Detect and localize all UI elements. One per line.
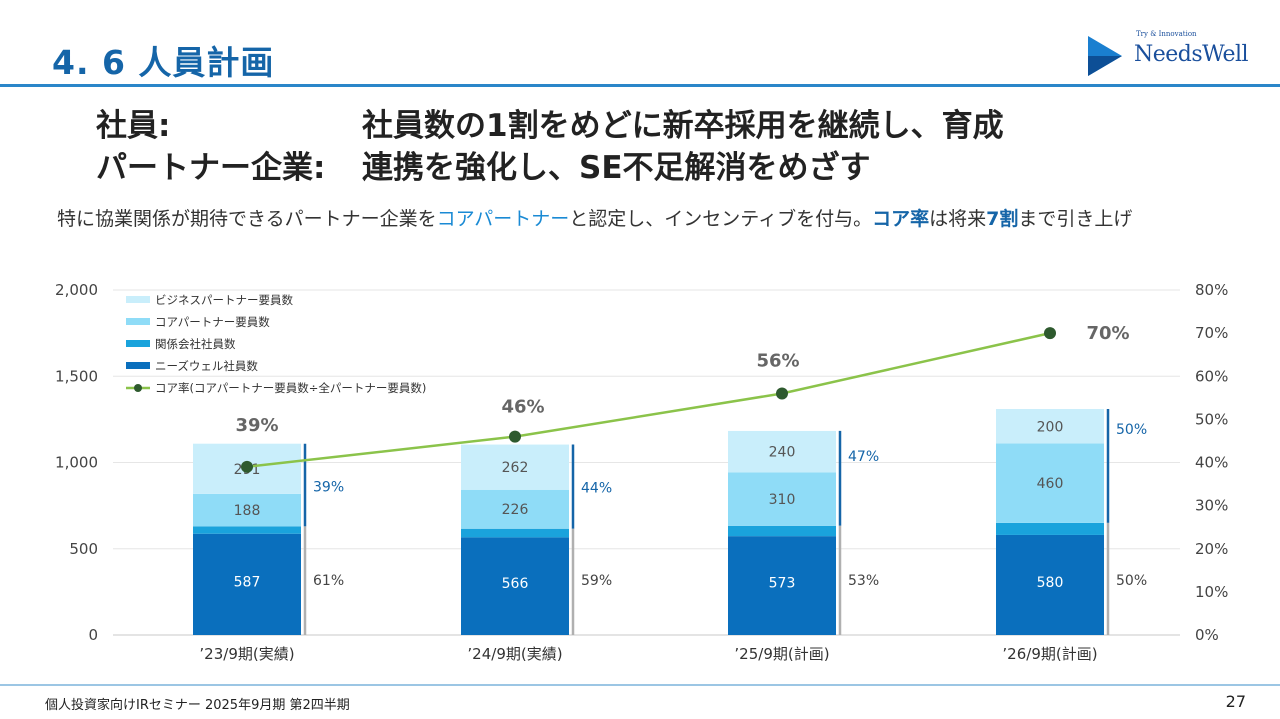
y-left-tick-label: 0: [88, 626, 98, 644]
subtitle-accent: 7割: [986, 208, 1019, 230]
bar-affiliate-employees: [193, 526, 301, 534]
bar-business-partners: [461, 444, 569, 490]
headline-label: パートナー企業:: [96, 150, 326, 186]
logo-triangle-icon: [1088, 36, 1122, 76]
bar-value-label: 200: [1037, 419, 1064, 435]
subtitle: 特に協業関係が期待できるパートナー企業をコアパートナーと認定し、インセンティブを…: [57, 204, 1132, 231]
core-rate-line: [246, 331, 1051, 469]
legend-swatch: [126, 362, 150, 369]
y-right-tick-label: 70%: [1195, 324, 1228, 342]
y-left-tick-label: 2,000: [55, 281, 98, 299]
bar-core-partners: [193, 493, 301, 527]
bar-needswell-employees: [996, 534, 1104, 635]
bar-affiliate-employees: [728, 525, 836, 537]
legend-swatch: [126, 318, 150, 325]
y-right-tick-label: 30%: [1195, 497, 1228, 515]
subtitle-accent: コアパートナー: [436, 208, 570, 230]
subtitle-accent: コア率: [872, 208, 930, 230]
bar-business-partners: [728, 430, 836, 473]
core-rate-label: 70%: [1086, 323, 1129, 344]
y-right-tick-label: 60%: [1195, 367, 1228, 385]
bar-affiliate-employees: [996, 522, 1104, 535]
subtitle-text: まで引き上げ: [1018, 208, 1133, 230]
legend-label: 関係会社社員数: [155, 337, 236, 351]
page-title: 4. 6 人員計画: [52, 43, 275, 82]
y-right-tick-label: 10%: [1195, 583, 1228, 601]
headline-label: 社員:: [96, 108, 171, 144]
legend-marker: [134, 384, 142, 392]
legend-label: ビジネスパートナー要員数: [155, 293, 293, 307]
core-rate-point: [776, 387, 788, 400]
bar-value-label: 310: [769, 492, 796, 508]
bar-value-label: 460: [1037, 476, 1064, 492]
employee-share-label: 59%: [581, 573, 612, 589]
core-rate-label: 46%: [501, 397, 544, 418]
bar-value-label: 240: [769, 445, 796, 461]
y-left-tick-label: 1,500: [55, 367, 98, 385]
title-rule: [0, 84, 1280, 87]
legend-label: コア率(コアパートナー要員数÷全パートナー要員数): [155, 381, 426, 395]
core-rate-point: [509, 430, 521, 443]
x-tick-label: ’24/9期(実績): [467, 645, 562, 663]
partner-share-label: 44%: [581, 481, 612, 497]
bar-core-partners: [996, 443, 1104, 523]
subtitle-text: 特に協業関係が期待できるパートナー企業を: [57, 208, 437, 230]
partner-share-label: 50%: [1116, 422, 1147, 438]
y-right-tick-label: 80%: [1195, 281, 1228, 299]
bar-value-label: 188: [234, 503, 261, 519]
bar-affiliate-employees: [461, 528, 569, 538]
legend-label: ニーズウェル社員数: [155, 359, 258, 373]
headline-row-employees: 社員: 社員数の1割をめどに新卒採用を継続し、育成: [96, 100, 1004, 145]
y-left-tick-label: 500: [69, 540, 98, 558]
bar-needswell-employees: [461, 537, 569, 635]
partner-share-label: 47%: [848, 449, 879, 465]
bar-business-partners: [996, 409, 1104, 444]
company-logo: Try & Innovation NeedsWell: [1086, 30, 1256, 78]
bar-value-label: 262: [502, 460, 529, 476]
employee-share-label: 61%: [313, 573, 344, 589]
logo-tagline: Try & Innovation: [1136, 30, 1197, 38]
bar-value-label: 226: [502, 502, 529, 518]
legend-label: コアパートナー要員数: [155, 315, 270, 329]
logo-name: NeedsWell: [1134, 42, 1249, 67]
headline-value: 連携を強化し、SE不足解消をめざす: [362, 150, 871, 186]
y-left-tick-label: 1,000: [55, 454, 98, 472]
subtitle-text: は将来: [929, 208, 987, 230]
bar-value-label: 580: [1037, 575, 1064, 591]
y-right-tick-label: 40%: [1195, 454, 1228, 472]
x-tick-label: ’25/9期(計画): [734, 645, 829, 663]
x-tick-label: ’23/9期(実績): [199, 645, 294, 663]
page-number: 27: [1225, 692, 1246, 711]
staffing-chart: 0 500 1,000 1,500 2,000 0% 10% 20% 30% 40% 50% 60% 7…: [55, 281, 1228, 663]
footer-text: 個人投資家向けIRセミナー 2025年9月期 第2四半期: [45, 698, 350, 713]
partner-share-label: 39%: [313, 480, 344, 496]
bar-needswell-employees: [193, 533, 301, 635]
footer-rule: [0, 684, 1280, 686]
bar-core-partners: [728, 472, 836, 526]
bar-core-partners: [461, 489, 569, 529]
headline-value: 社員数の1割をめどに新卒採用を継続し、育成: [362, 108, 1004, 144]
legend-swatch: [126, 340, 150, 347]
headline-row-partners: パートナー企業: 連携を強化し、SE不足解消をめざす: [96, 142, 871, 187]
bar-value-label: 566: [502, 576, 529, 592]
bar-value-label: 587: [234, 574, 261, 590]
y-right-tick-label: 50%: [1195, 410, 1228, 428]
x-tick-label: ’26/9期(計画): [1002, 645, 1097, 663]
core-rate-label: 39%: [235, 415, 278, 436]
core-rate-point: [241, 460, 253, 473]
legend-swatch: [126, 296, 150, 303]
bar-needswell-employees: [728, 536, 836, 635]
core-rate-point: [1044, 327, 1056, 340]
subtitle-text: と認定し、インセンティブを付与。: [569, 208, 873, 230]
employee-share-label: 50%: [1116, 573, 1147, 589]
y-right-tick-label: 0%: [1195, 626, 1219, 644]
core-rate-label: 56%: [756, 351, 799, 372]
employee-share-label: 53%: [848, 573, 879, 589]
bar-value-label: 573: [769, 576, 796, 592]
y-right-tick-label: 20%: [1195, 540, 1228, 558]
